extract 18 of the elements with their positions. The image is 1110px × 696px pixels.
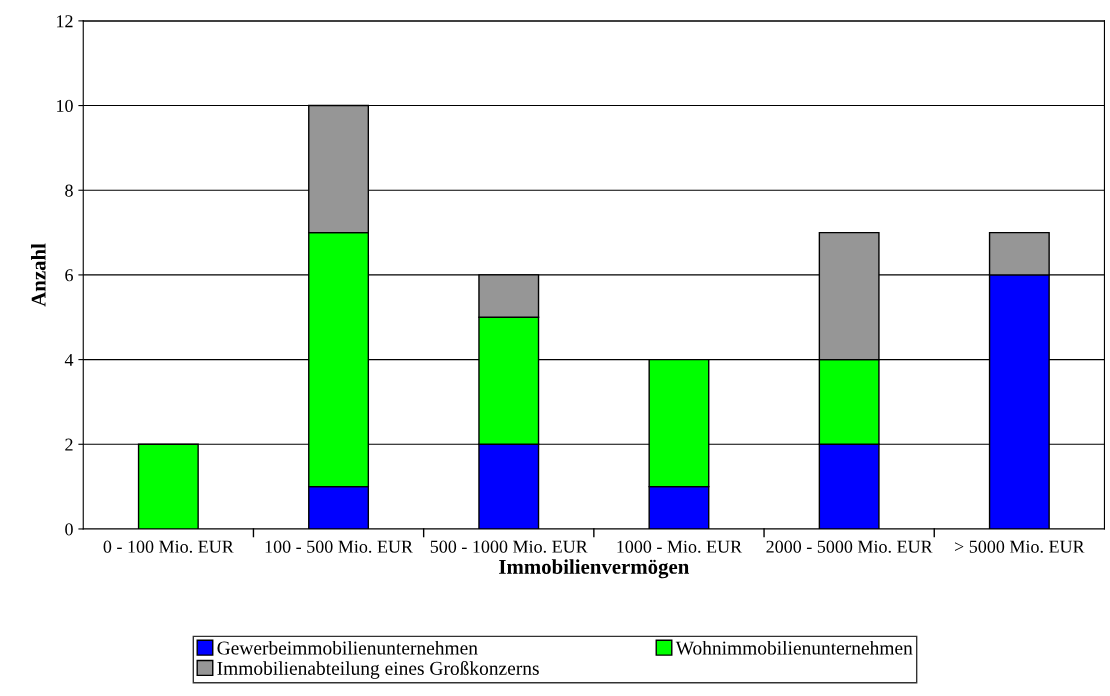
legend-label: Wohnimmobilienunternehmen	[675, 640, 913, 655]
x-tick-label: 500 - 1000 Mio. EUR	[430, 540, 588, 553]
y-tick-label: 4	[64, 353, 74, 366]
y-tick-label: 0	[65, 523, 73, 536]
y-tick-label: 8	[65, 184, 73, 197]
x-tick-label: 2000 - 5000 Mio. EUR	[766, 540, 933, 553]
x-tick-label: 1000 - Mio. EUR	[617, 540, 743, 553]
x-axis-title: Immobilienvermögen	[499, 559, 690, 579]
x-tick-label: 0 - 100 Mio. EUR	[103, 540, 234, 553]
y-tick-label: 12	[57, 15, 73, 28]
y-tick-label: 6	[65, 269, 73, 282]
legend-label: Immobilienabteilung eines Großkonzerns	[217, 661, 539, 679]
y-tick-label: 10	[57, 99, 73, 112]
legend-label: Gewerbeimmobilienunternehmen	[217, 640, 478, 655]
y-tick-label: 2	[65, 438, 73, 451]
x-tick-label: > 5000 Mio. EUR	[954, 540, 1085, 553]
y-axis-title: Anzahl	[31, 243, 46, 307]
x-tick-label: 100 - 500 Mio. EUR	[265, 540, 413, 553]
